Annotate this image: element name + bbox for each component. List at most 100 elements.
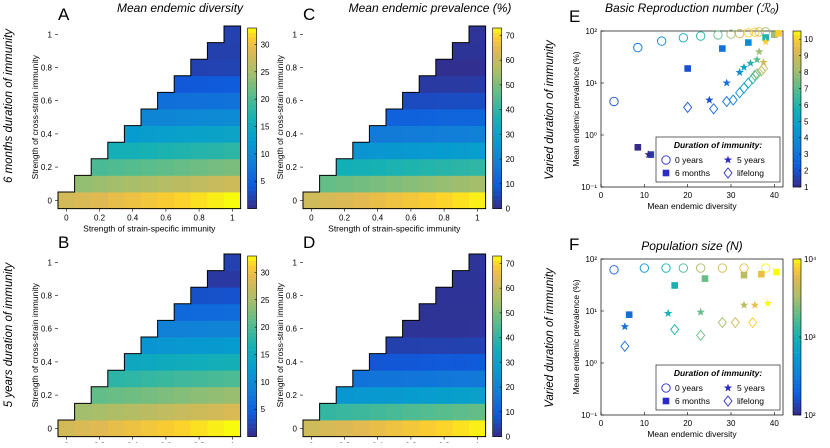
- colorbar-tick-label: 50: [506, 81, 515, 90]
- heatmap-cell: [369, 386, 387, 404]
- colorbar-segment: [492, 86, 502, 92]
- colorbar-segment: [247, 350, 257, 356]
- colorbar-tick-label: 5: [804, 117, 809, 126]
- colorbar-segment: [793, 348, 801, 353]
- colorbar-segment: [247, 332, 257, 338]
- data-point-diamond: [723, 395, 733, 407]
- heatmap-cell: [207, 59, 225, 77]
- data-point-circle: [717, 263, 727, 273]
- colorbar-segment: [492, 296, 502, 302]
- heatmap-cell: [224, 142, 241, 160]
- heatmap-cell: [352, 142, 370, 160]
- colorbar-segment: [793, 376, 801, 381]
- data-point-star: [663, 308, 673, 317]
- colorbar-segment: [492, 41, 502, 47]
- colorbar-segment: [492, 256, 502, 261]
- heatmap-cell: [352, 175, 370, 193]
- colorbar-segment: [793, 148, 801, 153]
- colorbar-segment: [793, 151, 801, 157]
- heatmap-cell: [141, 158, 158, 176]
- colorbar-segment: [793, 407, 801, 412]
- heatmap-cell: [386, 386, 403, 404]
- colorbar-segment: [247, 400, 257, 406]
- data-point-diamond: [683, 101, 693, 114]
- y-axis-label: Strength of cross-strain immunity: [275, 282, 285, 407]
- colorbar-segment: [492, 73, 502, 78]
- heatmap-cell: [58, 192, 75, 209]
- heatmap-cell: [469, 42, 486, 60]
- colorbar-segment: [793, 105, 801, 110]
- heatmap-cell: [107, 192, 125, 209]
- heatmap-cell: [174, 109, 192, 126]
- heatmap-cell: [352, 192, 370, 209]
- colorbar-segment: [492, 265, 502, 270]
- heatmap-cell: [190, 142, 208, 160]
- colorbar-tick-label: 10²: [804, 411, 816, 420]
- heatmap-cell: [207, 192, 225, 209]
- colorbar-tick-label: 15: [261, 123, 270, 132]
- colorbar-segment: [247, 341, 257, 347]
- colorbar-segment: [492, 28, 502, 33]
- heatmap-cell: [435, 92, 453, 110]
- colorbar-segment: [793, 136, 801, 141]
- heatmap-cell: [452, 158, 470, 176]
- heatmap-cell: [452, 370, 470, 388]
- colorbar-tick-label: 30: [261, 268, 270, 277]
- colorbar-segment: [247, 55, 257, 60]
- y-tick-label: 10⁻¹: [581, 411, 597, 420]
- colorbar-segment: [492, 199, 502, 205]
- heatmap-cell: [469, 192, 486, 209]
- heatmap-cell: [174, 125, 192, 143]
- x-tick-label: 0.2: [339, 214, 351, 223]
- colorbar-segment: [793, 31, 801, 36]
- colorbar-segment: [247, 204, 257, 209]
- colorbar-segment: [492, 131, 502, 137]
- colorbar-segment: [247, 64, 257, 69]
- data-point-star: [644, 150, 653, 159]
- colorbar-segment: [793, 360, 801, 365]
- data-point-square: [775, 30, 782, 37]
- heatmap-cell: [190, 287, 208, 305]
- heatmap-cell: [352, 370, 370, 388]
- colorbar-segment: [247, 296, 257, 302]
- colorbar-segment: [492, 414, 502, 419]
- x-tick-label: 0.2: [94, 214, 106, 223]
- colorbar-segment: [793, 387, 801, 392]
- y-axis-label: Strength of cross-strain immunity: [30, 54, 40, 179]
- y-tick-label: 0.6: [286, 325, 298, 334]
- colorbar-segment: [492, 319, 502, 325]
- legend-title: Duration of immunity:: [674, 140, 762, 150]
- legend-box: [655, 136, 781, 183]
- colorbar-segment: [492, 292, 502, 297]
- heatmap-cell: [336, 386, 354, 404]
- heatmap-cell: [452, 320, 470, 338]
- colorbar-segment: [492, 186, 502, 191]
- y-tick-label: 0: [48, 424, 53, 433]
- heatmap-cell: [469, 254, 486, 271]
- heatmap-cell: [224, 125, 241, 143]
- y-tick-label: 10¹: [585, 79, 597, 88]
- heatmap-cell: [190, 303, 208, 321]
- colorbar-tick-label: 15: [261, 351, 270, 360]
- heatmap-cell: [174, 75, 192, 93]
- colorbar-tick-label: 40: [506, 106, 515, 115]
- data-point-square: [758, 270, 765, 278]
- heatmap-cell: [369, 125, 387, 143]
- x-tick-label: 0.4: [127, 214, 139, 223]
- colorbar-tick-label: 0: [506, 433, 511, 442]
- y-tick-label: 0: [48, 196, 53, 205]
- colorbar-tick-label: 5: [261, 405, 266, 414]
- heatmap-outline: [57, 25, 242, 210]
- heatmap-cell: [369, 158, 387, 176]
- colorbar-tick-label: 6: [804, 101, 809, 110]
- colorbar-segment: [492, 368, 502, 374]
- y-axis-label: Mean endemic prevalence (%): [571, 51, 581, 166]
- heatmap-cell: [190, 192, 208, 209]
- colorbar-tick-label: 2: [804, 167, 809, 176]
- data-point-circle: [750, 27, 760, 37]
- heatmap-cell: [386, 175, 403, 193]
- heatmap-cell: [435, 337, 453, 354]
- heatmap-cell: [124, 158, 142, 176]
- data-point-star: [739, 300, 749, 309]
- colorbar-segment: [247, 149, 257, 155]
